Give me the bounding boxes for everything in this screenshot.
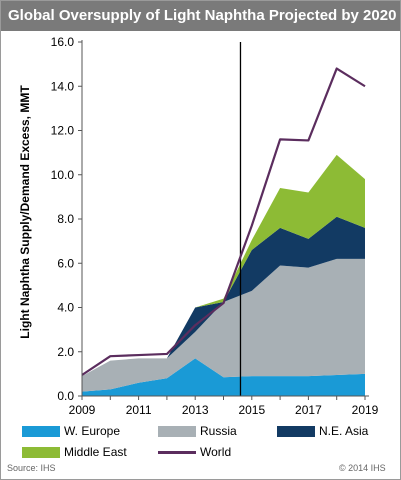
chart-title: Global Oversupply of Light Naphtha Proje… [8,7,397,24]
y-tick-label: 6.0 [57,256,74,270]
y-tick-label: 16.0 [51,35,75,49]
legend-swatch-middle-east [22,447,60,458]
area-middle-east [82,154,365,377]
legend-label-world: World [200,445,232,459]
y-tick-label: 2.0 [57,345,74,359]
legend-swatch-world [158,451,196,454]
source-note: Source: IHS [7,463,56,473]
y-tick-label: 8.0 [57,212,74,226]
x-tick-label: 2013 [182,403,209,417]
y-tick-label: 14.0 [51,79,75,93]
legend-swatch-russia [158,426,196,437]
x-tick-label: 2011 [126,403,152,417]
area-russia [82,258,365,392]
legend-swatch-w-europe [22,426,60,437]
y-tick-label: 12.0 [51,124,75,138]
y-tick-label: 10.0 [51,168,75,182]
legend-label-ne-asia: N.E. Asia [319,424,369,438]
legend-swatch-ne-asia [277,426,315,437]
legend-label-w-europe: W. Europe [64,424,121,438]
x-tick-label: 2019 [352,403,379,417]
y-tick-label: 4.0 [57,301,74,315]
x-tick-label: 2009 [69,403,96,417]
x-tick-label: 2017 [295,403,322,417]
area-n-e-asia [82,216,365,377]
y-tick-label: 0.0 [57,389,74,403]
area-w-europe [82,358,365,396]
legend-label-middle-east: Middle East [64,445,127,459]
copyright-note: © 2014 IHS [339,463,386,473]
legend-label-russia: Russia [200,424,237,438]
series-line-world [81,67,366,376]
x-tick-label: 2015 [238,403,265,417]
title-bar: Global Oversupply of Light Naphtha Proje… [1,1,400,31]
